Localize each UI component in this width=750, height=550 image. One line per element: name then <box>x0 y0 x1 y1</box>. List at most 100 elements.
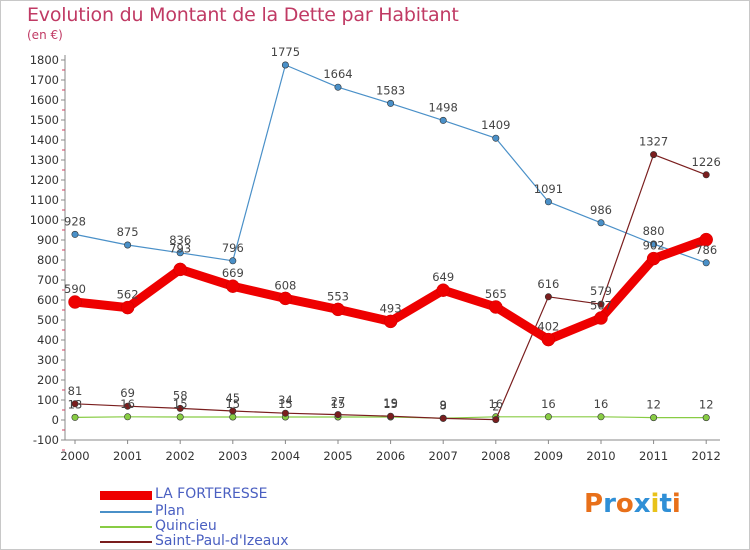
data-point-0 <box>120 300 135 315</box>
data-label-0: 590 <box>64 282 86 296</box>
data-point-1 <box>650 240 658 248</box>
legend-label: Saint-Paul-d'Izeaux <box>155 533 289 549</box>
data-label-extra: 793 <box>169 241 191 255</box>
data-point-3 <box>650 151 658 159</box>
y-tick-label: 800 <box>37 253 59 267</box>
data-label-1: 1583 <box>376 83 405 97</box>
data-label-0: 402 <box>537 320 559 334</box>
x-tick-label: 2003 <box>218 449 247 463</box>
y-tick-label: 0 <box>52 413 59 427</box>
data-point-1 <box>229 257 237 265</box>
data-point-1 <box>281 61 289 69</box>
data-point-0 <box>489 300 503 314</box>
y-tick-label: 1200 <box>30 173 59 187</box>
y-tick-label: 300 <box>37 353 59 367</box>
data-label-3: 34 <box>278 393 293 407</box>
data-point-3 <box>439 414 447 422</box>
data-label-1: 1409 <box>481 118 510 132</box>
data-point-1 <box>176 249 184 257</box>
data-point-0 <box>436 283 450 297</box>
x-tick-label: 2002 <box>166 449 195 463</box>
logo-letter: r <box>603 489 616 519</box>
x-tick-label: 2008 <box>481 449 510 463</box>
data-label-3: 616 <box>537 277 559 291</box>
data-point-2 <box>71 413 79 421</box>
data-point-0 <box>331 302 345 317</box>
y-tick-label: 1800 <box>30 53 59 67</box>
y-tick-label: 400 <box>37 333 59 347</box>
data-label-3: 8 <box>440 398 447 412</box>
data-point-1 <box>492 134 500 142</box>
data-label-2: 16 <box>594 397 609 411</box>
data-label-0: 565 <box>485 287 507 301</box>
data-point-1 <box>334 83 342 91</box>
data-point-3 <box>124 402 132 410</box>
logo-letter: o <box>615 489 634 519</box>
data-point-1 <box>544 198 552 206</box>
data-label-2: 15 <box>383 397 398 411</box>
logo-letter: P <box>584 489 604 519</box>
data-label-2: 16 <box>488 397 503 411</box>
data-label-0: 608 <box>274 278 296 292</box>
y-tick-label: 100 <box>37 393 59 407</box>
data-point-3 <box>544 293 552 301</box>
data-point-1 <box>597 219 605 227</box>
data-point-0 <box>383 314 398 329</box>
x-tick-label: 2006 <box>376 449 405 463</box>
data-label-2: 12 <box>699 398 714 412</box>
data-point-1 <box>124 241 132 249</box>
data-label-1: 836 <box>169 233 191 247</box>
data-label-1: 1775 <box>271 45 300 59</box>
data-label-3: 579 <box>590 284 612 298</box>
y-tick-label: 900 <box>37 233 59 247</box>
data-point-1 <box>71 230 79 238</box>
logo-letter: i <box>671 489 681 519</box>
x-tick-label: 2004 <box>271 449 300 463</box>
data-point-0 <box>541 332 556 347</box>
data-point-2 <box>597 413 605 421</box>
data-point-3 <box>281 409 289 417</box>
legend-label: LA FORTERESSE <box>155 486 268 502</box>
y-tick-label: 1300 <box>30 153 59 167</box>
chart-title: Evolution du Montant de la Dette par Hab… <box>27 4 459 26</box>
data-label-2: 12 <box>646 398 661 412</box>
data-label-3: 81 <box>68 384 83 398</box>
data-label-3: 19 <box>383 396 398 410</box>
data-point-3 <box>597 300 605 308</box>
data-label-3: 45 <box>225 391 240 405</box>
data-label-0: 553 <box>327 289 349 303</box>
y-tick-label: 1500 <box>30 113 59 127</box>
chart-subtitle: (en €) <box>27 28 63 42</box>
data-point-3 <box>387 412 395 420</box>
data-label-2: 15 <box>331 397 346 411</box>
data-label-1: 1498 <box>429 100 458 114</box>
proxiti-logo: Proxiti <box>584 489 681 519</box>
data-point-3 <box>334 411 342 419</box>
y-tick-label: 1100 <box>30 193 59 207</box>
data-label-2: 15 <box>278 397 293 411</box>
data-point-0 <box>226 279 240 293</box>
data-label-3: 2 <box>492 400 499 414</box>
data-point-3 <box>176 404 184 412</box>
data-point-1 <box>702 259 710 267</box>
data-label-2: 16 <box>541 397 556 411</box>
logo-letter: x <box>633 489 651 519</box>
data-label-1: 928 <box>64 214 86 228</box>
data-label-3: 58 <box>173 388 188 402</box>
x-tick-label: 2010 <box>586 449 615 463</box>
y-tick-label: 1700 <box>30 73 59 87</box>
data-label-0: 669 <box>222 266 244 280</box>
data-point-2 <box>229 413 237 421</box>
legend-label: Quincieu <box>155 518 217 534</box>
data-label-2: 15 <box>173 397 188 411</box>
data-label-1: 796 <box>222 241 244 255</box>
data-label-2: 9 <box>440 398 447 412</box>
data-label-0: 649 <box>432 270 454 284</box>
data-point-0 <box>646 251 661 266</box>
data-label-0: 493 <box>380 301 402 315</box>
data-label-3: 27 <box>331 395 346 409</box>
legend-swatch <box>100 541 152 543</box>
logo-letter: t <box>659 489 672 519</box>
data-point-0 <box>68 295 82 309</box>
